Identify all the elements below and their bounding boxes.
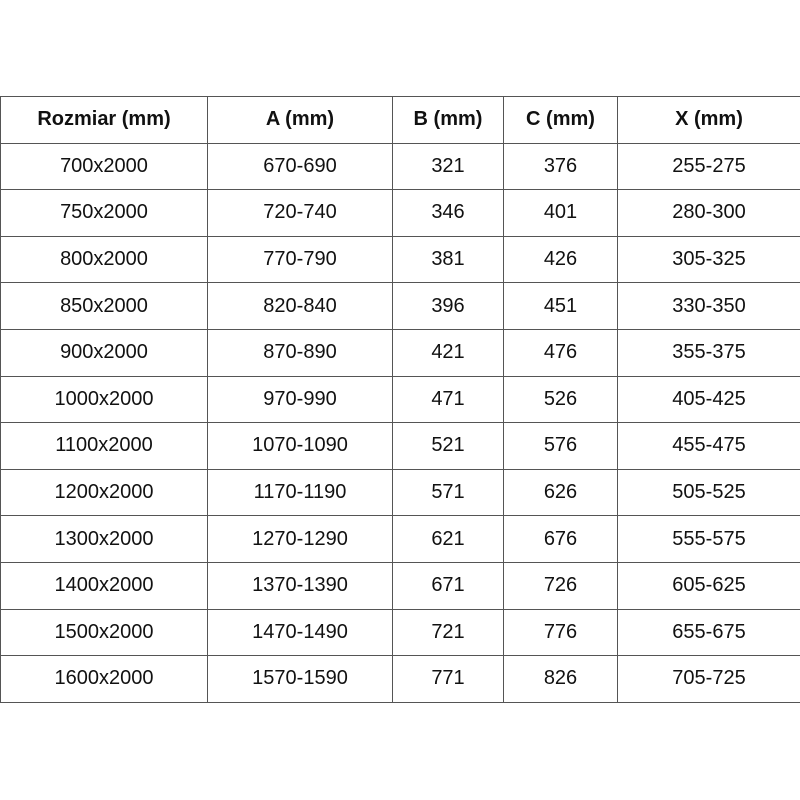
- cell-c: 476: [503, 328, 618, 377]
- cell-x: 355-375: [617, 328, 800, 377]
- cell-b: 621: [392, 515, 504, 563]
- table-row: 750x2000 720-740 346 401 280-300: [0, 189, 800, 237]
- table-row: 700x2000 670-690 321 376 255-275: [0, 142, 800, 191]
- header-a: A (mm): [207, 96, 393, 144]
- cell-x: 605-625: [617, 561, 800, 610]
- cell-x: 705-725: [617, 655, 800, 703]
- cell-x: 305-325: [617, 235, 800, 284]
- cell-a: 670-690: [207, 142, 393, 191]
- cell-x: 505-525: [617, 468, 800, 517]
- header-x: X (mm): [617, 96, 800, 144]
- cell-b: 321: [392, 142, 504, 191]
- cell-x: 280-300: [617, 189, 800, 237]
- cell-b: 571: [392, 468, 504, 517]
- cell-x: 555-575: [617, 515, 800, 563]
- header-size: Rozmiar (mm): [0, 96, 208, 144]
- header-row: Rozmiar (mm) A (mm) B (mm) C (mm) X (mm): [0, 96, 800, 144]
- cell-b: 471: [392, 375, 504, 424]
- table-row: 1300x2000 1270-1290 621 676 555-575: [0, 515, 800, 563]
- cell-b: 346: [392, 189, 504, 237]
- cell-c: 451: [503, 282, 618, 330]
- cell-a: 720-740: [207, 189, 393, 237]
- table-row: 1200x2000 1170-1190 571 626 505-525: [0, 468, 800, 517]
- cell-b: 396: [392, 282, 504, 330]
- cell-a: 1470-1490: [207, 608, 393, 657]
- cell-c: 776: [503, 608, 618, 657]
- table-row: 1600x2000 1570-1590 771 826 705-725: [0, 655, 800, 703]
- cell-size: 1400x2000: [0, 561, 208, 610]
- cell-x: 255-275: [617, 142, 800, 191]
- cell-c: 576: [503, 422, 618, 470]
- cell-b: 671: [392, 561, 504, 610]
- cell-a: 1570-1590: [207, 655, 393, 703]
- cell-size: 800x2000: [0, 235, 208, 284]
- cell-a: 1070-1090: [207, 422, 393, 470]
- cell-size: 1300x2000: [0, 515, 208, 563]
- cell-size: 1000x2000: [0, 375, 208, 424]
- cell-b: 381: [392, 235, 504, 284]
- cell-c: 526: [503, 375, 618, 424]
- cell-size: 1600x2000: [0, 655, 208, 703]
- table-row: 900x2000 870-890 421 476 355-375: [0, 328, 800, 377]
- cell-size: 750x2000: [0, 189, 208, 237]
- table-row: 1500x2000 1470-1490 721 776 655-675: [0, 608, 800, 657]
- table-row: 850x2000 820-840 396 451 330-350: [0, 282, 800, 330]
- cell-c: 726: [503, 561, 618, 610]
- cell-b: 421: [392, 328, 504, 377]
- cell-c: 376: [503, 142, 618, 191]
- table-row: 1000x2000 970-990 471 526 405-425: [0, 375, 800, 424]
- cell-size: 1500x2000: [0, 608, 208, 657]
- cell-size: 1200x2000: [0, 468, 208, 517]
- cell-a: 970-990: [207, 375, 393, 424]
- cell-size: 900x2000: [0, 328, 208, 377]
- dimensions-table: Rozmiar (mm) A (mm) B (mm) C (mm) X (mm) 700…: [0, 96, 800, 703]
- cell-b: 521: [392, 422, 504, 470]
- cell-a: 870-890: [207, 328, 393, 377]
- cell-size: 850x2000: [0, 282, 208, 330]
- cell-b: 721: [392, 608, 504, 657]
- cell-x: 655-675: [617, 608, 800, 657]
- cell-a: 820-840: [207, 282, 393, 330]
- cell-c: 426: [503, 235, 618, 284]
- cell-b: 771: [392, 655, 504, 703]
- cell-c: 401: [503, 189, 618, 237]
- cell-a: 1370-1390: [207, 561, 393, 610]
- cell-size: 1100x2000: [0, 422, 208, 470]
- cell-x: 455-475: [617, 422, 800, 470]
- cell-c: 626: [503, 468, 618, 517]
- cell-c: 676: [503, 515, 618, 563]
- cell-x: 330-350: [617, 282, 800, 330]
- cell-size: 700x2000: [0, 142, 208, 191]
- table-row: 800x2000 770-790 381 426 305-325: [0, 235, 800, 284]
- table-row: 1100x2000 1070-1090 521 576 455-475: [0, 422, 800, 470]
- cell-c: 826: [503, 655, 618, 703]
- header-b: B (mm): [392, 96, 504, 144]
- cell-a: 1270-1290: [207, 515, 393, 563]
- cell-a: 1170-1190: [207, 468, 393, 517]
- cell-x: 405-425: [617, 375, 800, 424]
- header-c: C (mm): [503, 96, 618, 144]
- table-row: 1400x2000 1370-1390 671 726 605-625: [0, 561, 800, 610]
- cell-a: 770-790: [207, 235, 393, 284]
